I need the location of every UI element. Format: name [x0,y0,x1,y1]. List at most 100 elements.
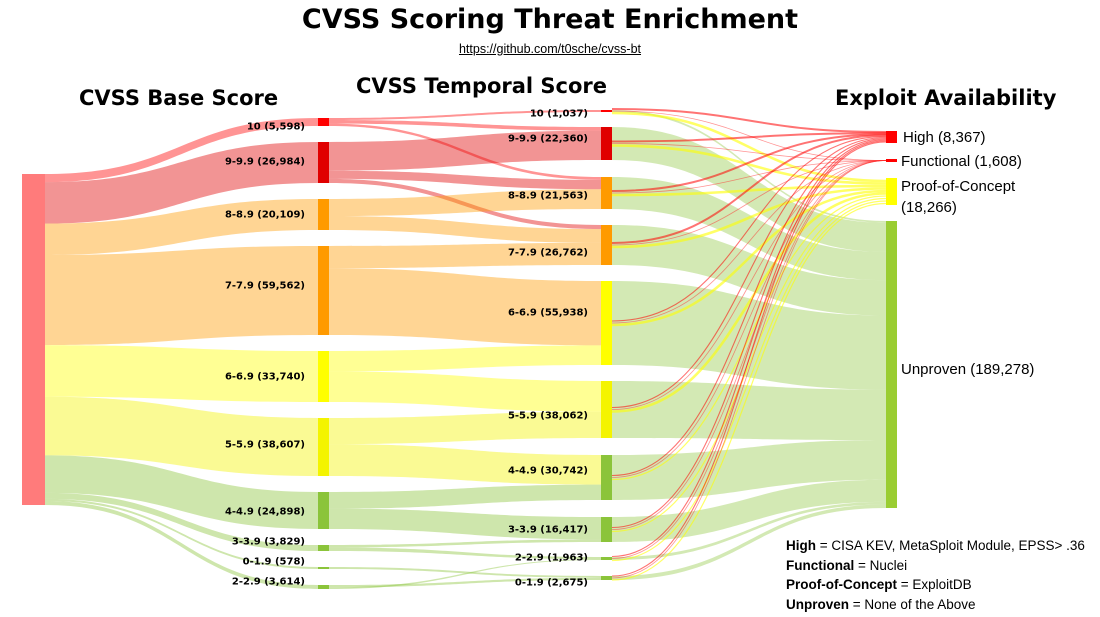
label-temporal-0-1.9: 0-1.9 (2,675) [515,578,588,589]
flow-temporal-6-6.9-to-functional [611,160,887,324]
flow-temporal-9-9.9-to-poc [611,144,887,185]
node-temporal-3-3.9 [601,517,612,542]
node-base-2-2.9 [318,585,329,589]
legend-row-unproven: Unproven = None of the Above [786,596,976,612]
node-base-0-1.9 [318,567,329,569]
flow-base-9-9.9-to-temporal-8-8.9 [329,170,601,190]
node-temporal-7-7.9 [601,225,612,265]
label-base-0-1.9: 0-1.9 (578) [243,557,305,568]
legend-row-functional: Functional = Nuclei [786,557,908,573]
flow-root-to-5-5.9 [45,396,318,476]
label-base-10: 10 (5,598) [247,122,305,133]
source-link[interactable]: https://github.com/t0sche/cvss-bt [458,42,642,56]
flow-temporal-3-3.9-to-unproven [612,479,886,542]
flow-base-6-6.9-to-temporal-6-6.9 [329,345,601,372]
flow-base-2-2.9-to-temporal-0-1.9 [329,577,601,588]
node-base-4-4.9 [318,492,329,529]
flow-temporal-5-5.9-to-functional [611,160,887,410]
flow-temporal-2-2.9-to-high [611,140,887,558]
node-temporal-8-8.9 [601,177,612,209]
flow-temporal-0-1.9-to-high [611,141,887,577]
flow-base-0-1.9-to-temporal-0-1.9 [329,567,601,578]
flow-temporal-10-to-unproven [612,110,886,223]
flow-base-7-7.9-to-temporal-6-6.9 [329,268,601,346]
flow-temporal-5-5.9-to-high [611,136,887,409]
flow-root-to-7-7.9 [45,246,318,346]
nodes [22,110,897,589]
node-exploit-Functional [886,159,897,162]
flow-root-to-10 [45,118,318,183]
flow-base-3-3.9-to-temporal-3-3.9 [329,539,601,548]
node-base-6-6.9 [318,351,329,402]
node-all-cves [22,174,45,505]
flow-temporal-3-3.9-to-high [611,139,887,529]
label-exploit-Functional: Functional (1,608) [901,153,1022,170]
label-base-3-3.9: 3-3.9 (3,829) [232,537,305,548]
flow-root-to-0-1.9 [45,498,318,569]
node-temporal-9-9.9 [601,127,612,160]
label-base-6-6.9: 6-6.9 (33,740) [225,372,305,383]
flow-base-9-9.9-to-temporal-7-7.9 [329,178,601,230]
flow-base-2-2.9-to-temporal-2-2.9 [329,559,601,589]
label-temporal-5-5.9: 5-5.9 (38,062) [508,411,588,422]
flow-temporal-6-6.9-to-high [611,135,887,322]
flow-links [45,108,887,589]
flow-temporal-3-3.9-to-poc [611,197,887,533]
flow-temporal-6-6.9-to-unproven [612,281,886,390]
flow-temporal-0-1.9-to-functional [611,160,887,579]
label-temporal-7-7.9: 7-7.9 (26,762) [508,248,588,259]
label-temporal-9-9.9: 9-9.9 (22,360) [508,134,588,145]
flow-base-10-to-temporal-8-8.9 [329,123,601,180]
flow-temporal-4-4.9-to-unproven [612,440,886,500]
node-temporal-0-1.9 [601,576,612,580]
label-temporal-8-8.9: 8-8.9 (21,563) [508,191,588,202]
flow-temporal-7-7.9-to-functional [611,160,887,246]
label-base-5-5.9: 5-5.9 (38,607) [225,440,305,451]
node-base-10 [318,118,329,126]
label-exploit-Proof-of-Concept: Proof-of-Concept (18,266) [901,178,1016,216]
flow-temporal-5-5.9-to-unproven [612,381,886,441]
flow-temporal-10-to-high [611,108,887,133]
flow-temporal-4-4.9-to-high [611,138,887,477]
node-base-9-9.9 [318,142,329,183]
column-heading-exploit: Exploit Availability [835,86,1057,110]
label-exploit-Unproven: Unproven (189,278) [901,361,1034,378]
legend-row-poc: Proof-of-Concept = ExploitDB [786,577,972,592]
flow-root-to-4-4.9 [45,455,318,529]
flow-temporal-6-6.9-to-poc [611,189,887,327]
node-temporal-5-5.9 [601,381,612,438]
column-heading-base: CVSS Base Score [79,86,279,110]
node-base-8-8.9 [318,199,329,230]
flow-base-10-to-temporal-9-9.9 [329,120,601,131]
flow-base-6-6.9-to-temporal-5-5.9 [329,371,601,412]
flow-temporal-0-1.9-to-unproven [612,504,886,580]
flow-base-5-5.9-to-temporal-5-5.9 [329,411,601,445]
label-temporal-10: 10 (1,037) [530,109,588,120]
flow-temporal-4-4.9-to-poc [611,195,887,481]
label-exploit-High: High (8,367) [903,129,986,146]
legend-row-high: High = CISA KEV, MetaSploit Module, EPSS… [786,538,1085,553]
flow-base-7-7.9-to-temporal-7-7.9 [329,242,601,269]
flow-temporal-8-8.9-to-high [611,133,887,192]
node-exploit-Proof-of-Concept [886,178,897,205]
node-temporal-6-6.9 [601,281,612,365]
flow-temporal-7-7.9-to-high [611,134,887,244]
flow-temporal-0-1.9-to-poc [611,202,887,581]
flow-root-to-9-9.9 [45,142,318,224]
flow-temporal-5-5.9-to-poc [611,192,887,413]
node-labels: 10 (5,598) 9-9.9 (26,984) 8-8.9 (20,109) 7-… [225,109,1034,589]
flow-base-9-9.9-to-temporal-9-9.9 [329,130,601,171]
flow-temporal-2-2.9-to-unproven [612,501,886,560]
label-base-9-9.9: 9-9.9 (26,984) [225,157,305,168]
node-exploit-Unproven [886,221,897,508]
label-temporal-3-3.9: 3-3.9 (16,417) [508,525,588,536]
flow-temporal-4-4.9-to-functional [611,160,887,478]
flow-temporal-7-7.9-to-poc [611,187,887,249]
flow-temporal-2-2.9-to-poc [611,200,887,562]
flow-temporal-3-3.9-to-functional [611,160,887,530]
label-base-8-8.9: 8-8.9 (20,109) [225,210,305,221]
flow-root-to-8-8.9 [45,199,318,255]
flow-base-4-4.9-to-temporal-4-4.9 [329,484,601,509]
flow-base-5-5.9-to-temporal-4-4.9 [329,444,601,485]
